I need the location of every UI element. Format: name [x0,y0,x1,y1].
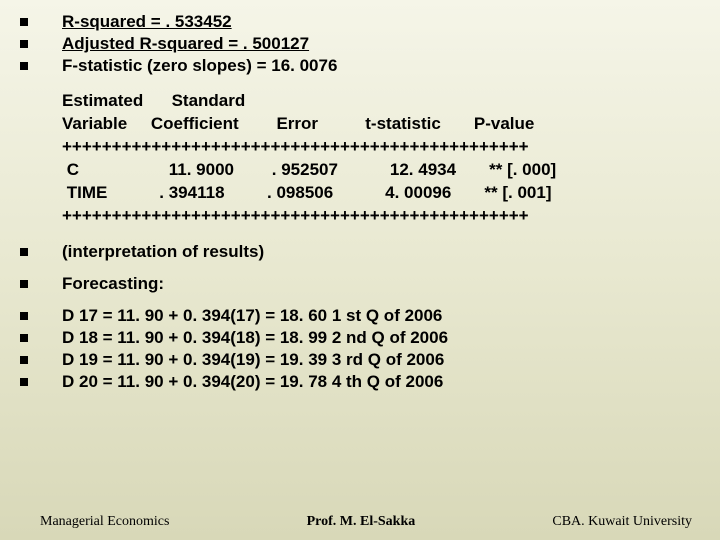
bullet-icon [20,62,28,70]
d18-text: D 18 = 11. 90 + 0. 394(18) = 18. 99 2 nd… [62,328,448,348]
forecast-d20: D 20 = 11. 90 + 0. 394(20) = 19. 78 4 th… [20,372,700,392]
table-row-c: C 11. 9000 . 952507 12. 4934 ** [. 000] [62,160,556,179]
forecasting-text: Forecasting: [62,274,164,294]
footer-right: CBA. Kuwait University [552,514,692,530]
bullet-icon [20,248,28,256]
regression-table: Estimated Standard Variable Coefficient … [62,90,700,228]
stat-r-squared: R-squared = . 533452 [20,12,700,32]
stat-adj-r-squared: Adjusted R-squared = . 500127 [20,34,700,54]
bullet-icon [20,18,28,26]
interpretation-text: (interpretation of results) [62,242,264,262]
table-row-time: TIME . 394118 . 098506 4. 00096 ** [. 00… [62,183,551,202]
table-divider-bottom: ++++++++++++++++++++++++++++++++++++++++… [62,206,529,225]
d20-text: D 20 = 11. 90 + 0. 394(20) = 19. 78 4 th… [62,372,443,392]
d17-text: D 17 = 11. 90 + 0. 394(17) = 18. 60 1 st… [62,306,442,326]
table-divider-top: ++++++++++++++++++++++++++++++++++++++++… [62,137,529,156]
adj-r-squared-text: Adjusted R-squared = . 500127 [62,34,309,53]
footer-left: Managerial Economics [40,514,169,530]
stat-f-statistic: F-statistic (zero slopes) = 16. 0076 [20,56,700,76]
footer-center: Prof. M. El-Sakka [307,514,416,530]
bullet-icon [20,40,28,48]
bullet-icon [20,378,28,386]
content-area: R-squared = . 533452 Adjusted R-squared … [0,0,720,392]
bullet-icon [20,334,28,342]
forecasting-header: Forecasting: [20,274,700,294]
interpretation-line: (interpretation of results) [20,242,700,262]
d19-text: D 19 = 11. 90 + 0. 394(19) = 19. 39 3 rd… [62,350,444,370]
forecast-d17: D 17 = 11. 90 + 0. 394(17) = 18. 60 1 st… [20,306,700,326]
r-squared-text: R-squared = . 533452 [62,12,232,31]
bullet-icon [20,280,28,288]
table-header2: Variable Coefficient Error t-statistic P… [62,114,534,133]
f-stat-text: F-statistic (zero slopes) = 16. 0076 [62,56,337,76]
footer: Managerial Economics Prof. M. El-Sakka C… [0,514,720,530]
forecast-d19: D 19 = 11. 90 + 0. 394(19) = 19. 39 3 rd… [20,350,700,370]
table-header1: Estimated Standard [62,91,245,110]
bullet-icon [20,312,28,320]
bullet-icon [20,356,28,364]
forecast-d18: D 18 = 11. 90 + 0. 394(18) = 18. 99 2 nd… [20,328,700,348]
